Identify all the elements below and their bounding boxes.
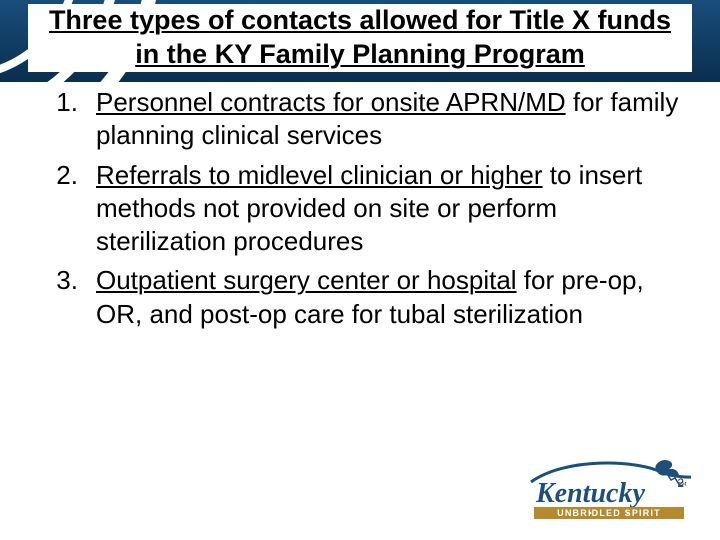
list-item: Referrals to midlevel clinician or highe… [38,159,688,259]
svg-text:™: ™ [678,480,687,490]
slide-title-container: Three types of contacts allowed for Titl… [0,4,720,72]
kentucky-logo: Kentucky ™ UNBRIDLED SPIRIT [526,452,696,522]
list-item-lead: Personnel contracts for onsite APRN/MD [96,87,566,117]
logo-tagline: UNBRIDLED SPIRIT [557,508,661,518]
logo-wordmark: Kentucky [535,478,645,509]
list-item: Personnel contracts for onsite APRN/MD f… [38,86,688,153]
kentucky-logo-svg: Kentucky ™ UNBRIDLED SPIRIT [526,452,696,522]
list-item-lead: Outpatient surgery center or hospital [96,265,517,295]
list-item-lead: Referrals to midlevel clinician or highe… [96,160,543,190]
contacts-list: Personnel contracts for onsite APRN/MD f… [38,86,688,331]
slide-title: Three types of contacts allowed for Titl… [28,4,692,72]
slide-body: Personnel contracts for onsite APRN/MD f… [38,86,688,337]
list-item: Outpatient surgery center or hospital fo… [38,264,688,331]
